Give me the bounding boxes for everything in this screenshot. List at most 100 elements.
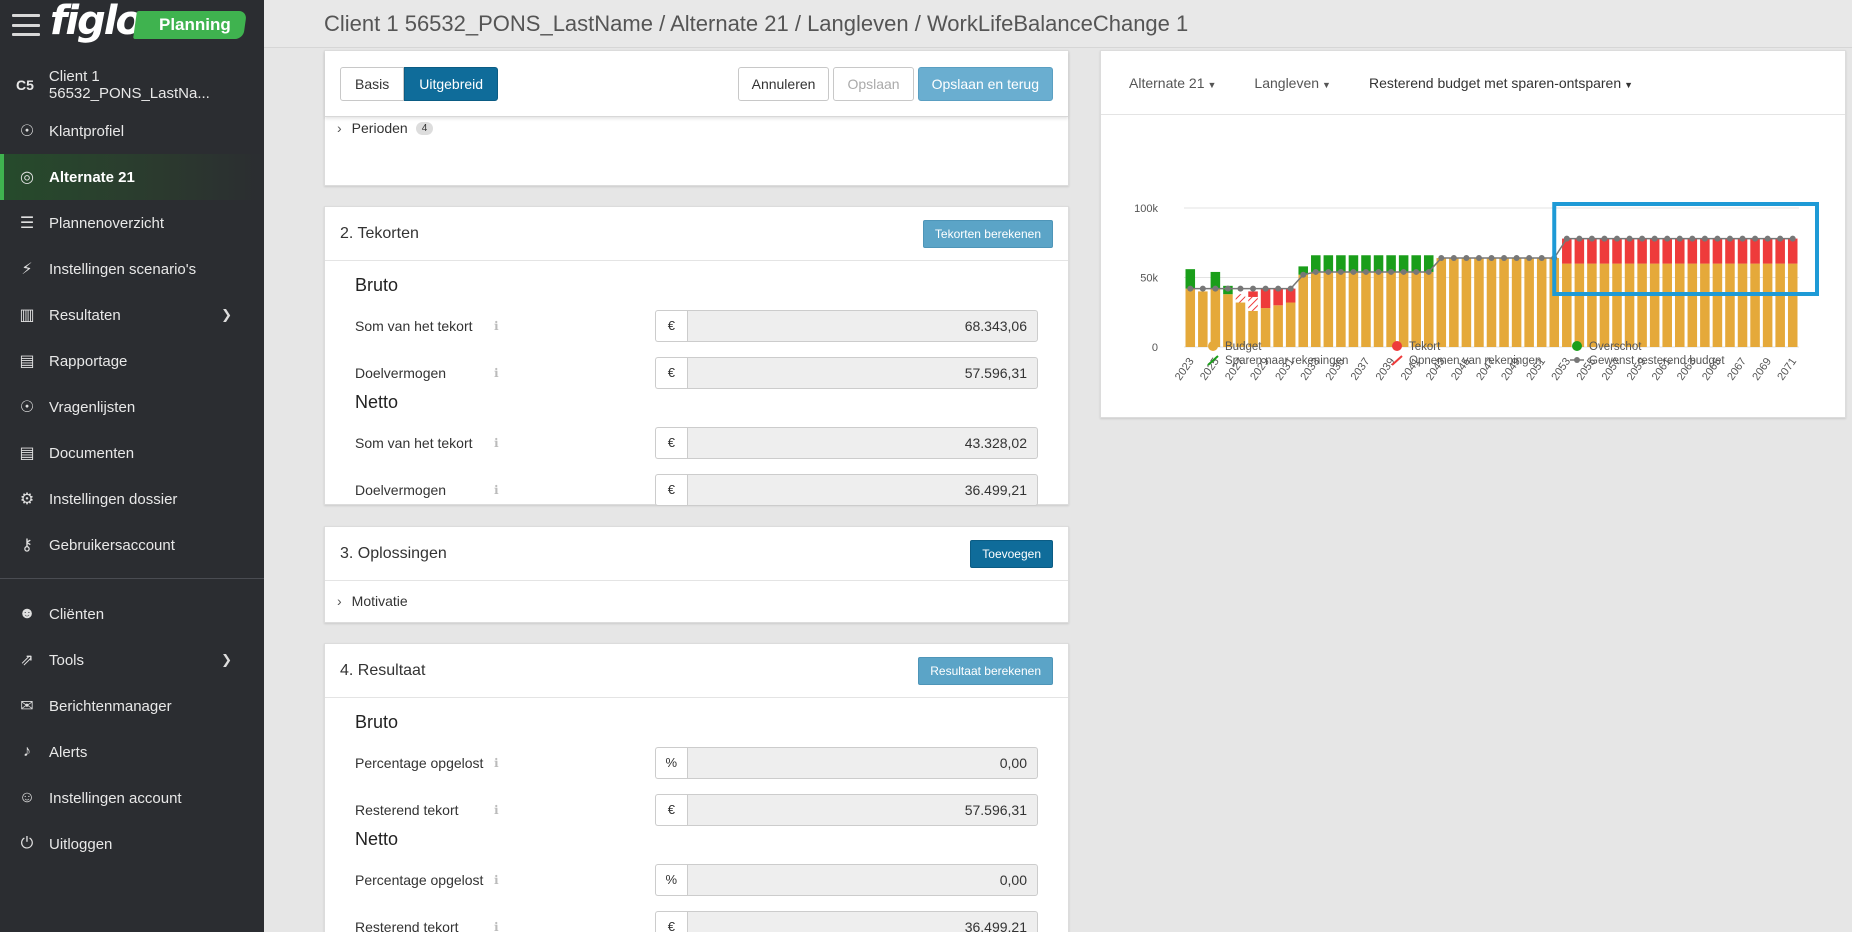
sidebar-item-plannenoverzicht[interactable]: ☰ Plannenoverzicht — [0, 200, 264, 246]
gewenst-point — [1224, 285, 1231, 292]
y-tick-label: 0 — [1152, 342, 1158, 354]
legend-label: Tekort — [1409, 341, 1441, 353]
y-tick-label: 50k — [1140, 273, 1158, 285]
overschot-bar — [1361, 255, 1371, 272]
info-icon[interactable]: ℹ — [493, 435, 499, 450]
info-icon[interactable]: ℹ — [493, 482, 499, 497]
field-row: Resterend tekort ℹ € 57.596,31 — [355, 786, 1038, 833]
sidebar-client[interactable]: C5 Client 1 56532_PONS_LastNa... — [0, 62, 264, 108]
tekort-bar — [1273, 288, 1283, 306]
toevoegen-button[interactable]: Toevoegen — [970, 539, 1053, 568]
perioden-label: Perioden — [351, 120, 408, 136]
resultaat-berekenen-button[interactable]: Resultaat berekenen — [918, 656, 1053, 685]
chevron-right-icon: › — [337, 120, 342, 136]
toolbar-panel: Basis Uitgebreid Annuleren Opslaan Opsla… — [324, 50, 1069, 186]
tekort-bar — [1599, 238, 1610, 264]
tekort-bar — [1248, 291, 1258, 297]
gewenst-point — [1212, 285, 1219, 292]
sidebar-item-gebruikersaccount[interactable]: ⚷ Gebruikersaccount — [0, 522, 264, 568]
toolbar-actions: Annuleren Opslaan Opslaan en terug — [737, 66, 1053, 101]
variant-dropdown[interactable]: Langleven ▼ — [1254, 74, 1331, 91]
gewenst-point — [1488, 255, 1495, 262]
annuleren-button[interactable]: Annuleren — [737, 66, 830, 101]
gewenst-point — [1337, 268, 1344, 275]
budget-bar — [1373, 271, 1384, 347]
tekort-bar — [1624, 238, 1635, 264]
budget-bar — [1298, 274, 1309, 347]
unit-addon: € — [654, 910, 687, 932]
figlo-logo[interactable]: figlo — [50, 0, 143, 44]
field-row: Doelvermogen ℹ € 57.596,31 — [355, 349, 1038, 396]
tekort-bar — [1612, 238, 1622, 264]
opslaan-en-terug-button[interactable]: Opslaan en terug — [917, 66, 1053, 101]
sidebar-item-berichtenmanager[interactable]: ✉ Berichtenmanager — [0, 683, 264, 729]
x-tick-label: 2025 — [1198, 356, 1222, 383]
sidebar-item-rapportage[interactable]: ▤ Rapportage — [0, 338, 264, 384]
unit-addon: € — [654, 356, 687, 389]
budget-bar — [1599, 263, 1610, 347]
info-icon[interactable]: ℹ — [493, 755, 499, 770]
gewenst-point — [1526, 255, 1533, 262]
field-label: Som van het tekort — [355, 317, 473, 334]
sidebar-item-clienten[interactable]: ☻ Cliënten — [0, 591, 264, 637]
motivatie-toggle[interactable]: › Motivatie — [325, 581, 1068, 621]
sidebar-item-klantprofiel[interactable]: ☉ Klantprofiel — [0, 108, 264, 154]
gewenst-point — [1262, 285, 1269, 292]
compass-icon: ◎ — [20, 169, 34, 186]
gewenst-point — [1375, 268, 1382, 275]
fingerprint-icon: ☉ — [19, 399, 35, 416]
sidebar-item-uitloggen[interactable]: ⏻ Uitloggen — [0, 821, 264, 867]
sidebar-item-label: Documenten — [49, 444, 135, 462]
tekort-bar — [1700, 238, 1710, 264]
file-icon: ▤ — [19, 353, 35, 370]
sidebar-item-documenten[interactable]: ▤ Documenten — [0, 430, 264, 476]
budget-bar — [1285, 302, 1296, 347]
budget-bar — [1511, 258, 1522, 347]
sidebar-item-label: Tools — [49, 651, 85, 669]
sidebar-item-instellingen-scenarios[interactable]: ⚡ Instellingen scenario's — [0, 246, 264, 292]
hamburger-icon[interactable] — [12, 14, 40, 36]
sidebar-item-alerts[interactable]: ♪ Alerts — [0, 729, 264, 775]
doelvermogen-bruto-field: 57.596,31 — [686, 356, 1038, 389]
opslaan-button[interactable]: Opslaan — [833, 66, 914, 101]
key-icon: ⚷ — [21, 537, 33, 554]
gewenst-point — [1614, 235, 1621, 242]
budget-bar — [1210, 288, 1221, 347]
info-icon[interactable]: ℹ — [493, 318, 499, 333]
sidebar-item-instellingen-dossier[interactable]: ⚙ Instellingen dossier — [0, 476, 264, 522]
oplossingen-title: 3. Oplossingen — [340, 544, 447, 562]
perioden-toggle[interactable]: › Perioden 4 — [325, 117, 1068, 139]
highlight-box — [1552, 202, 1819, 296]
unit-addon: % — [654, 863, 687, 896]
info-icon[interactable]: ℹ — [493, 802, 499, 817]
legend-label: Opnemen van rekeningen — [1409, 355, 1541, 367]
sidebar-item-label: Gebruikersaccount — [49, 536, 175, 554]
overschot-bar — [1423, 255, 1434, 272]
gewenst-point — [1777, 235, 1784, 242]
field-row: Som van het tekort ℹ € 43.328,02 — [355, 419, 1038, 466]
scenario-dropdown[interactable]: Alternate 21 ▼ — [1129, 74, 1217, 91]
budget-bar — [1223, 294, 1233, 347]
sidebar-item-instellingen-account[interactable]: ☺ Instellingen account — [0, 775, 264, 821]
uitgebreid-button[interactable]: Uitgebreid — [404, 66, 499, 101]
gewenst-point — [1513, 255, 1520, 262]
tekorten-berekenen-button[interactable]: Tekorten berekenen — [922, 219, 1053, 248]
sidebar-item-resultaten[interactable]: ▥ Resultaten ❯ — [0, 292, 264, 338]
info-icon[interactable]: ℹ — [493, 919, 499, 932]
metric-dropdown[interactable]: Resterend budget met sparen-ontsparen ▼ — [1368, 74, 1634, 91]
budget-bar — [1549, 258, 1560, 347]
sidebar-item-vragenlijsten[interactable]: ☉ Vragenlijsten — [0, 384, 264, 430]
basis-button[interactable]: Basis — [340, 66, 405, 101]
info-icon[interactable]: ℹ — [493, 365, 499, 380]
overschot-bar — [1373, 255, 1384, 272]
gewenst-point — [1664, 235, 1671, 242]
sidebar-item-alternate[interactable]: ◎ Alternate 21 — [0, 154, 264, 200]
field-row: Percentage opgelost ℹ % 0,00 — [355, 739, 1038, 786]
budget-bar — [1624, 263, 1635, 347]
info-icon[interactable]: ℹ — [493, 872, 499, 887]
budget-bar — [1775, 263, 1785, 347]
sidebar-item-tools[interactable]: ⇗ Tools ❯ — [0, 637, 264, 683]
x-tick-label: 2039 — [1374, 356, 1398, 383]
field-group: € 57.596,31 — [654, 793, 1038, 826]
netto-heading: Netto — [355, 829, 399, 849]
